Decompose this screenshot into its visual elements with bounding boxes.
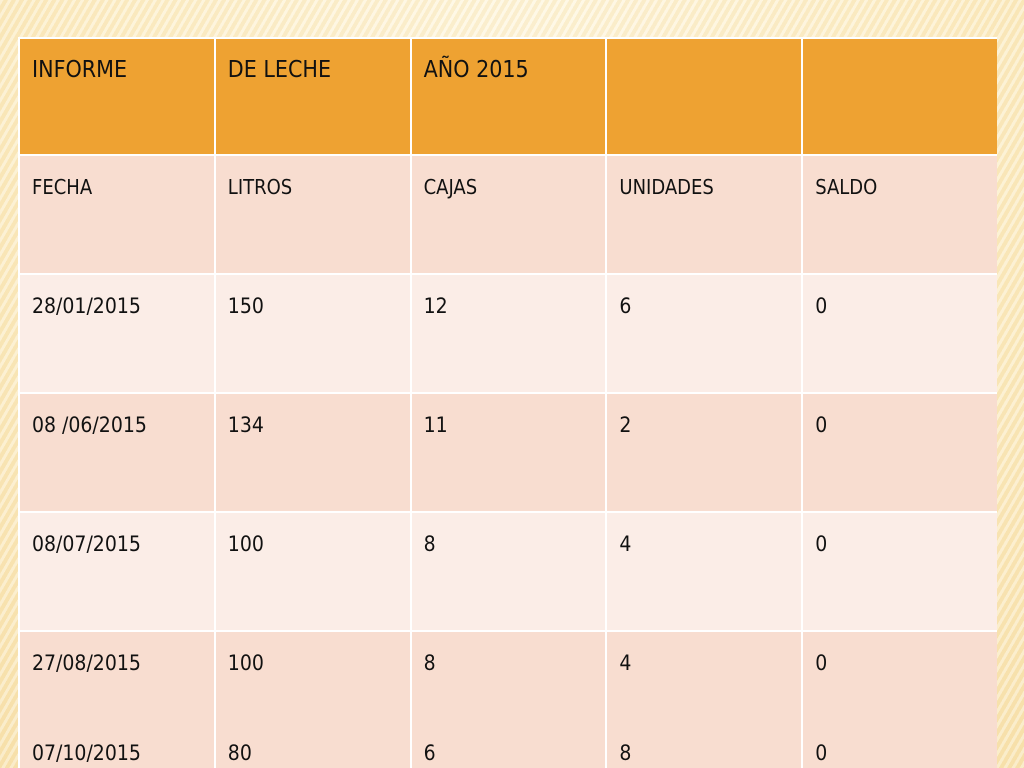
cell-cajas-line-2: 6 — [423, 741, 436, 765]
cell-saldo: 0 — [801, 392, 997, 513]
cell-fecha: 28/01/2015 — [18, 273, 216, 394]
cell-saldo: 0 0 — [801, 630, 997, 768]
cell-cajas: 8 — [409, 511, 608, 632]
cell-fecha: 08 /06/2015 — [18, 392, 216, 513]
milk-report-table-container: INFORME DE LECHE AÑO 2015 FECHA LITROS C… — [18, 37, 997, 768]
column-header-fecha: FECHA — [18, 154, 216, 275]
title-cell: DE LECHE — [213, 37, 412, 156]
column-header-row: FECHA LITROS CAJAS UNIDADES SALDO — [18, 154, 997, 275]
title-cell — [801, 37, 997, 156]
cell-cajas-line-1: 8 — [423, 651, 436, 675]
cell-fecha-line-2: 07/10/2015 — [32, 741, 141, 765]
cell-litros: 150 — [213, 273, 412, 394]
cell-litros-line-2: 80 — [227, 741, 252, 765]
cell-fecha-line-1: 27/08/2015 — [32, 651, 141, 675]
cell-cajas: 8 6 — [409, 630, 608, 768]
cell-litros-line-1: 100 — [227, 651, 264, 675]
title-cell — [605, 37, 804, 156]
cell-litros: 100 — [213, 511, 412, 632]
cell-litros: 134 — [213, 392, 412, 513]
cell-unidades: 2 — [605, 392, 804, 513]
cell-unidades-line-1: 4 — [619, 651, 632, 675]
cell-cajas: 12 — [409, 273, 608, 394]
table-row: 28/01/2015 150 12 6 0 — [18, 273, 997, 394]
cell-unidades-line-2: 8 — [619, 741, 632, 765]
cell-saldo-line-1: 0 — [815, 651, 828, 675]
cell-cajas: 11 — [409, 392, 608, 513]
cell-fecha: 27/08/2015 07/10/2015 — [18, 630, 216, 768]
title-row: INFORME DE LECHE AÑO 2015 — [18, 37, 997, 156]
title-cell: AÑO 2015 — [409, 37, 608, 156]
title-cell: INFORME — [18, 37, 216, 156]
column-header-cajas: CAJAS — [409, 154, 608, 275]
cell-unidades: 4 8 — [605, 630, 804, 768]
cell-saldo: 0 — [801, 511, 997, 632]
table-row: 08 /06/2015 134 11 2 0 — [18, 392, 997, 513]
cell-saldo: 0 — [801, 273, 997, 394]
column-header-litros: LITROS — [213, 154, 412, 275]
cell-litros: 100 80 — [213, 630, 412, 768]
column-header-saldo: SALDO — [801, 154, 997, 275]
table-row: 27/08/2015 07/10/2015 100 80 8 6 4 8 0 — [18, 630, 997, 768]
cell-unidades: 4 — [605, 511, 804, 632]
cell-saldo-line-2: 0 — [815, 741, 828, 765]
milk-report-table: INFORME DE LECHE AÑO 2015 FECHA LITROS C… — [18, 37, 997, 768]
table-row: 08/07/2015 100 8 4 0 — [18, 511, 997, 632]
cell-fecha: 08/07/2015 — [18, 511, 216, 632]
cell-unidades: 6 — [605, 273, 804, 394]
column-header-unidades: UNIDADES — [605, 154, 804, 275]
